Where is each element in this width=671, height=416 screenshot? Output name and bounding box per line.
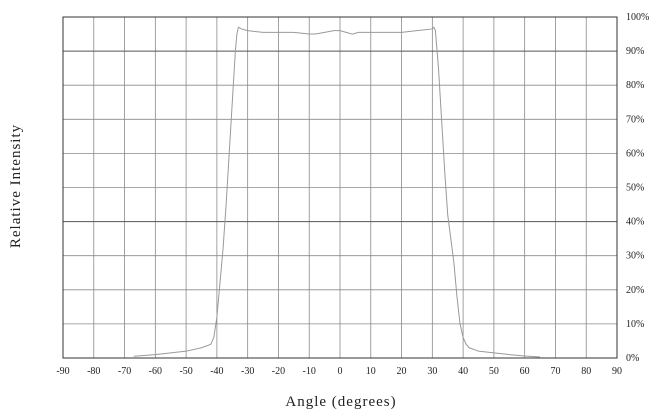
y-tick-label: 0% [626, 353, 639, 364]
y-tick-label: 50% [626, 183, 644, 194]
x-tick-label: -70 [118, 366, 131, 377]
x-tick-label: -40 [210, 366, 223, 377]
x-tick-label: 50 [489, 366, 499, 377]
y-tick-label: 70% [626, 114, 644, 125]
x-tick-label: 40 [458, 366, 468, 377]
x-axis-title: Angle (degrees) [285, 394, 396, 410]
x-tick-label: 80 [581, 366, 591, 377]
x-tick-label: -60 [149, 366, 162, 377]
plot-frame [62, 16, 618, 359]
x-tick-label: 10 [366, 366, 376, 377]
y-tick-label: 60% [626, 148, 644, 159]
x-tick-label: -20 [272, 366, 285, 377]
x-tick-label: 30 [427, 366, 437, 377]
y-tick-labels: 0% 10% 20% 30% 40% 50% 60% 70% 80% 90% 100% [626, 12, 649, 364]
x-tick-label: -80 [87, 366, 100, 377]
series-line [133, 26, 541, 358]
y-tick-label: 10% [626, 319, 644, 330]
x-tick-label: -50 [179, 366, 192, 377]
x-tick-label: -10 [303, 366, 316, 377]
y-tick-label: 20% [626, 285, 644, 296]
y-tick-label: 40% [626, 217, 644, 228]
x-tick-label: 20 [397, 366, 407, 377]
y-axis-title: Relative Intensity [8, 124, 24, 248]
x-tick-label: 90 [612, 366, 622, 377]
grid [62, 16, 618, 359]
x-tick-label: -30 [241, 366, 254, 377]
y-tick-label: 90% [626, 46, 644, 57]
x-tick-label: 60 [520, 366, 530, 377]
series-layer [133, 26, 541, 358]
y-tick-label: 100% [626, 12, 649, 23]
x-tick-labels: -90 -80 -70 -60 -50 -40 -30 -20 -10 0 10 20 30 40 50 60… [56, 366, 622, 377]
x-tick-label: 70 [550, 366, 560, 377]
y-tick-label: 80% [626, 80, 644, 91]
x-tick-label: 0 [338, 366, 343, 377]
x-tick-label: -90 [56, 366, 69, 377]
y-tick-label: 30% [626, 251, 644, 262]
